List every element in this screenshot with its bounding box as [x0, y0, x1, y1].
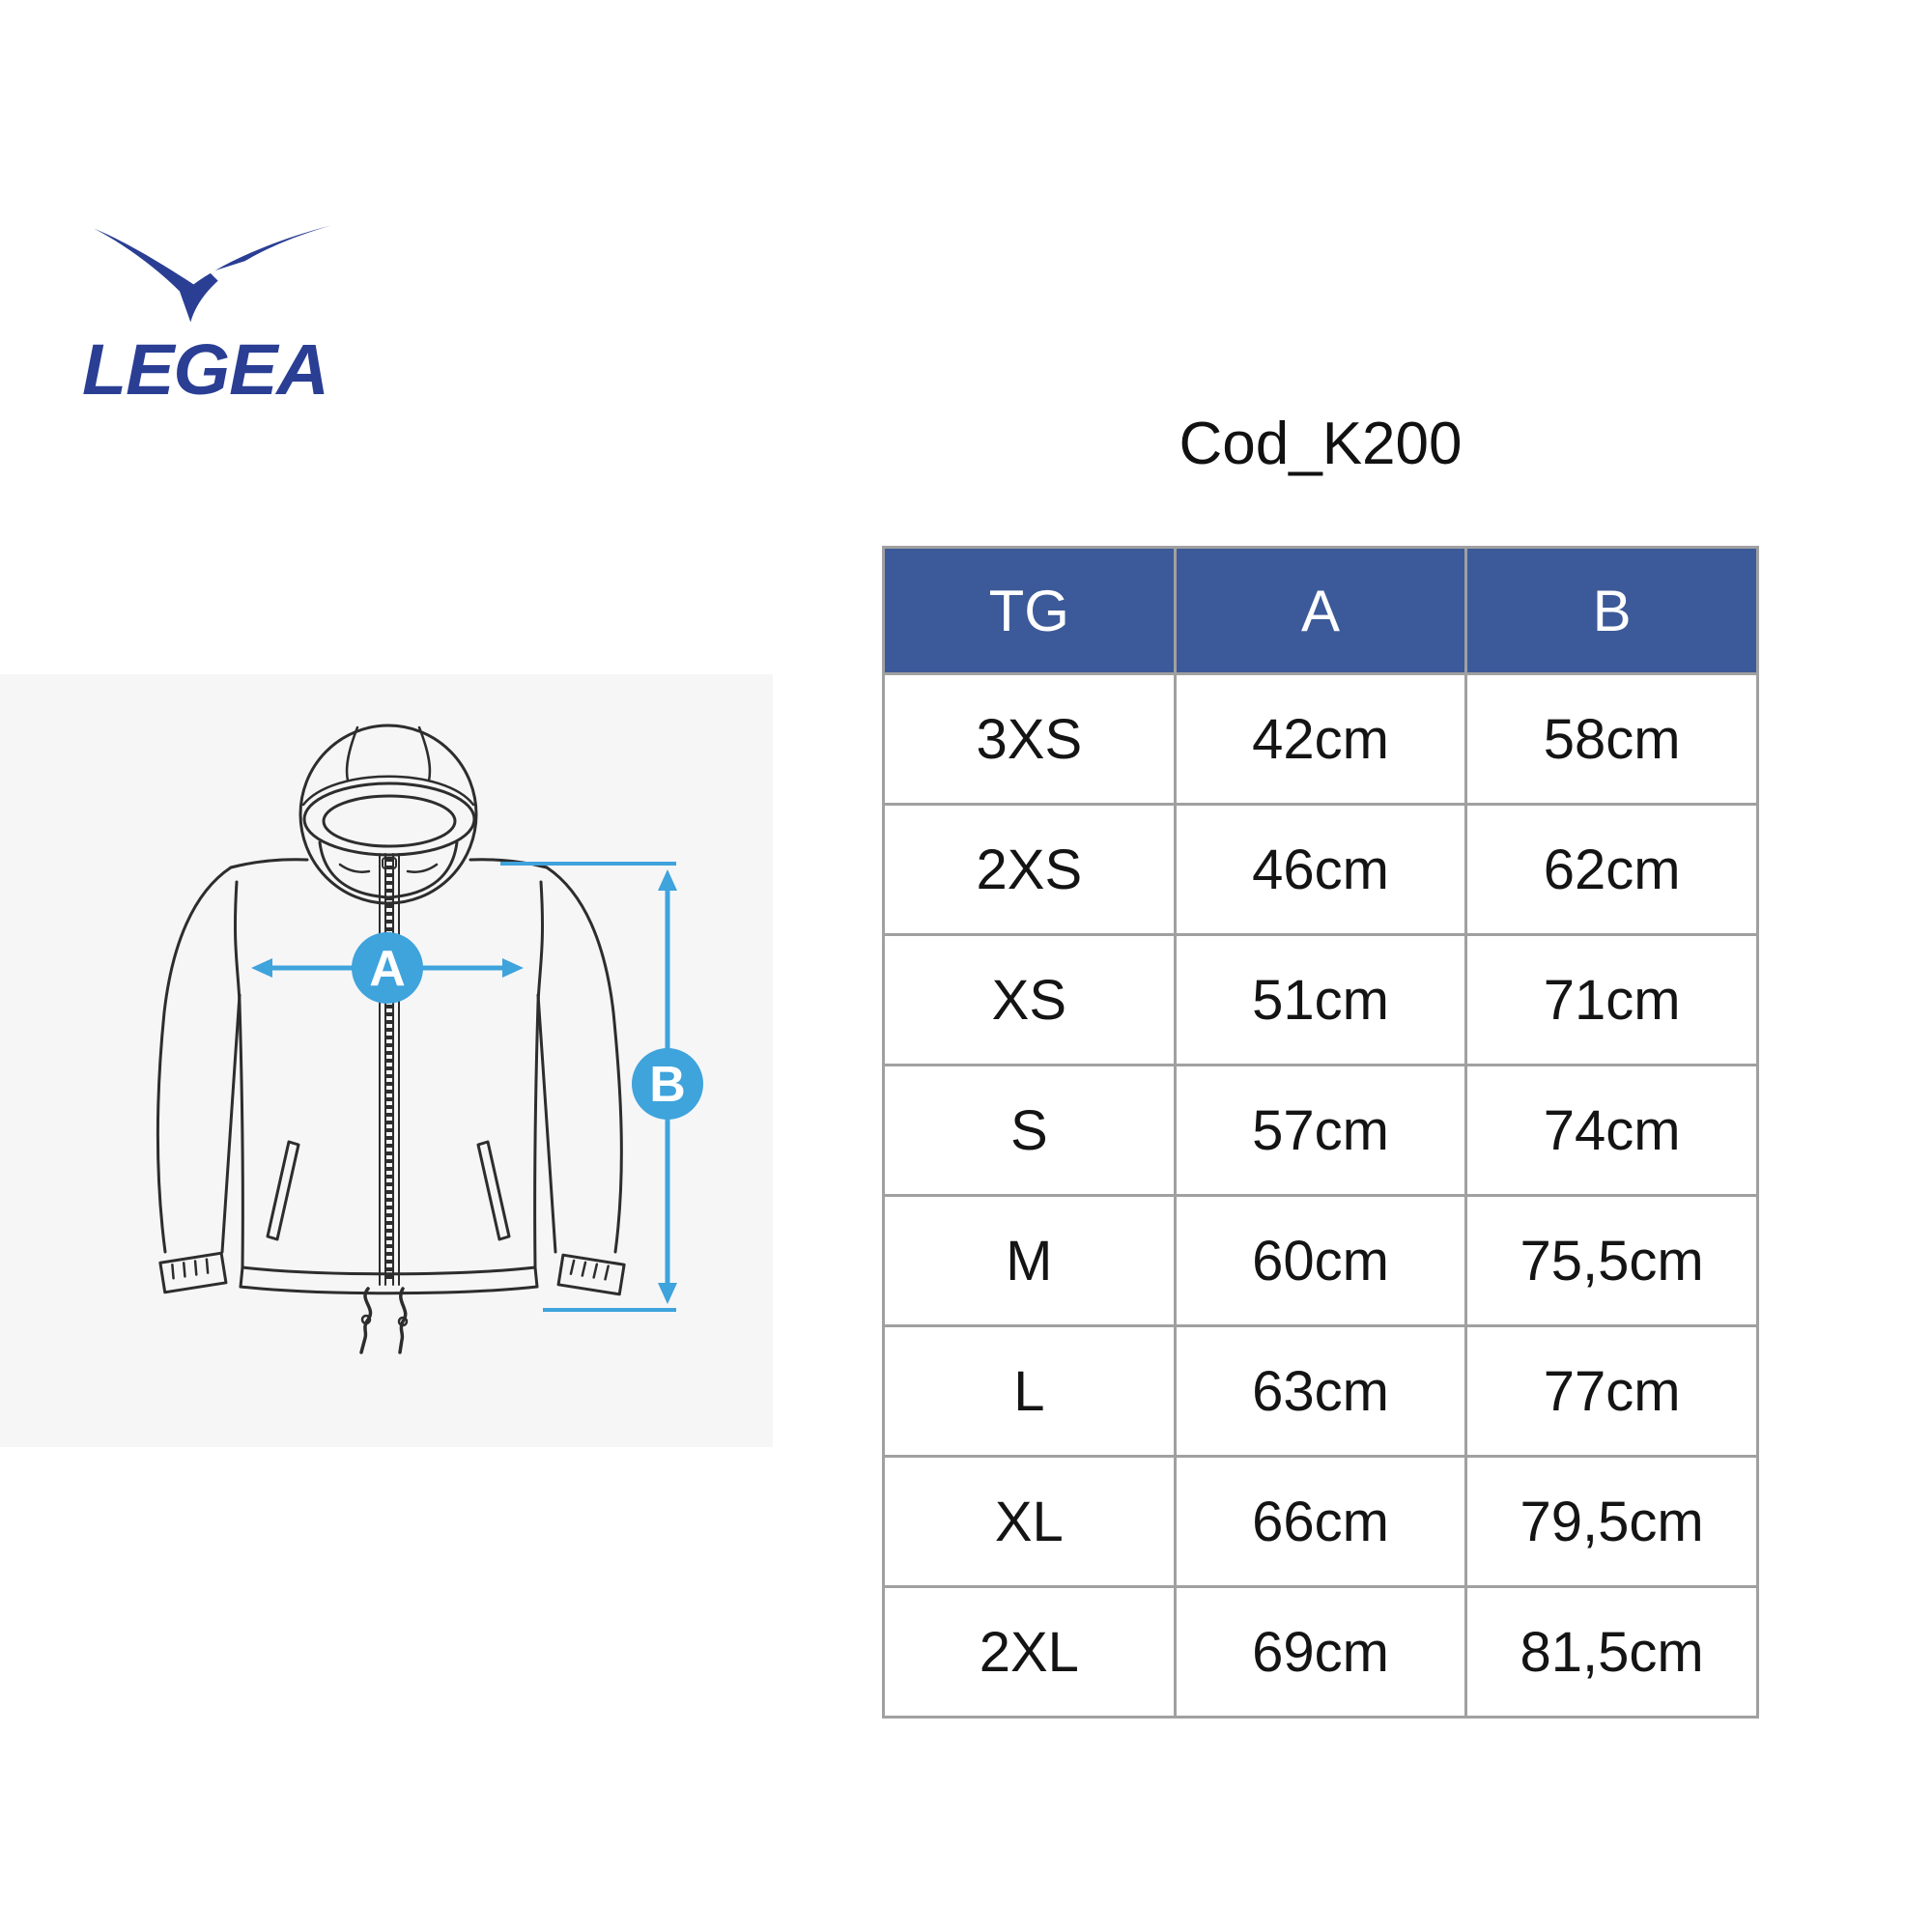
table-row: M 60cm 75,5cm [882, 1194, 1759, 1327]
measure-a-cell: 66cm [1173, 1455, 1468, 1588]
measure-b-cell: 75,5cm [1464, 1194, 1759, 1327]
product-code-title: Cod_K200 [1179, 411, 1463, 477]
col-header-b: B [1464, 546, 1759, 675]
col-header-a: A [1173, 546, 1468, 675]
measure-a-cell: 57cm [1173, 1064, 1468, 1197]
col-header-tg: TG [882, 546, 1177, 675]
legea-swoosh-icon [94, 225, 331, 323]
table-row: S 57cm 74cm [882, 1064, 1759, 1197]
measure-b-cell: 81,5cm [1464, 1585, 1759, 1719]
jacket-diagram-panel: A B [0, 674, 773, 1447]
table-row: XS 51cm 71cm [882, 933, 1759, 1066]
measure-b-label: B [649, 1057, 686, 1113]
measure-a-cell: 69cm [1173, 1585, 1468, 1719]
size-cell: XS [882, 933, 1177, 1066]
legea-logo-text: LEGEA [82, 329, 329, 410]
size-table: TG A B 3XS 42cm 58cm 2XS 46cm 62cm XS 51… [882, 546, 1759, 1719]
size-cell: 2XS [882, 803, 1177, 936]
table-row: 3XS 42cm 58cm [882, 672, 1759, 806]
size-cell: 2XL [882, 1585, 1177, 1719]
measure-b-cell: 74cm [1464, 1064, 1759, 1197]
measure-b-cell: 77cm [1464, 1324, 1759, 1458]
measure-a-cell: 51cm [1173, 933, 1468, 1066]
size-cell: M [882, 1194, 1177, 1327]
legea-logo: LEGEA [82, 224, 353, 411]
measure-a-cell: 60cm [1173, 1194, 1468, 1327]
size-cell: L [882, 1324, 1177, 1458]
measure-b-cell: 62cm [1464, 803, 1759, 936]
measure-b-cell: 71cm [1464, 933, 1759, 1066]
table-row: 2XL 69cm 81,5cm [882, 1585, 1759, 1719]
measure-a-label: A [369, 941, 406, 997]
jacket-diagram: A B [156, 724, 703, 1354]
measure-a-cell: 42cm [1173, 672, 1468, 806]
measure-a-badge: A [352, 932, 423, 1004]
table-row: L 63cm 77cm [882, 1324, 1759, 1458]
measure-b-cell: 79,5cm [1464, 1455, 1759, 1588]
measure-b-cell: 58cm [1464, 672, 1759, 806]
size-cell: 3XS [882, 672, 1177, 806]
table-row: 2XS 46cm 62cm [882, 803, 1759, 936]
measure-a-cell: 46cm [1173, 803, 1468, 936]
measure-a-cell: 63cm [1173, 1324, 1468, 1458]
size-cell: XL [882, 1455, 1177, 1588]
table-row: XL 66cm 79,5cm [882, 1455, 1759, 1588]
size-table-header-row: TG A B [882, 546, 1759, 675]
jacket-line-art [156, 724, 626, 1354]
measure-b-badge: B [632, 1048, 703, 1120]
size-cell: S [882, 1064, 1177, 1197]
